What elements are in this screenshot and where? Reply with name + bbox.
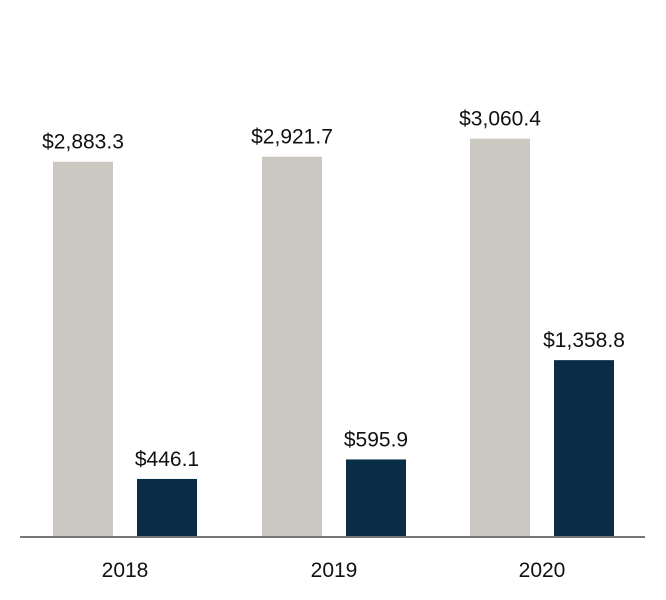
x-tick-label-2018: 2018 <box>102 559 149 582</box>
bar-series-1-2019 <box>262 156 322 537</box>
data-label-series-2-2020: $1,358.8 <box>543 329 625 352</box>
data-labels-group: $2,883.3 $2,921.7 $3,060.4 $446.1 $595.9 $1,3… <box>42 108 625 471</box>
data-label-series-1-2018: $2,883.3 <box>42 131 124 154</box>
bar-series-2-2019 <box>346 459 406 537</box>
bar-series-2-2018 <box>137 478 197 537</box>
data-label-series-1-2019: $2,921.7 <box>251 126 333 149</box>
x-tick-label-2019: 2019 <box>311 559 358 582</box>
bar-series-1-2018 <box>53 161 113 538</box>
data-label-series-1-2020: $3,060.4 <box>459 108 541 131</box>
x-tick-labels-group: 2018 2019 2020 <box>102 559 566 582</box>
data-label-series-2-2018: $446.1 <box>135 448 199 471</box>
bars-group <box>53 138 614 538</box>
bar-series-1-2020 <box>470 138 530 537</box>
bar-series-2-2020 <box>554 360 614 537</box>
data-label-series-2-2019: $595.9 <box>344 428 408 451</box>
x-tick-label-2020: 2020 <box>519 559 566 582</box>
